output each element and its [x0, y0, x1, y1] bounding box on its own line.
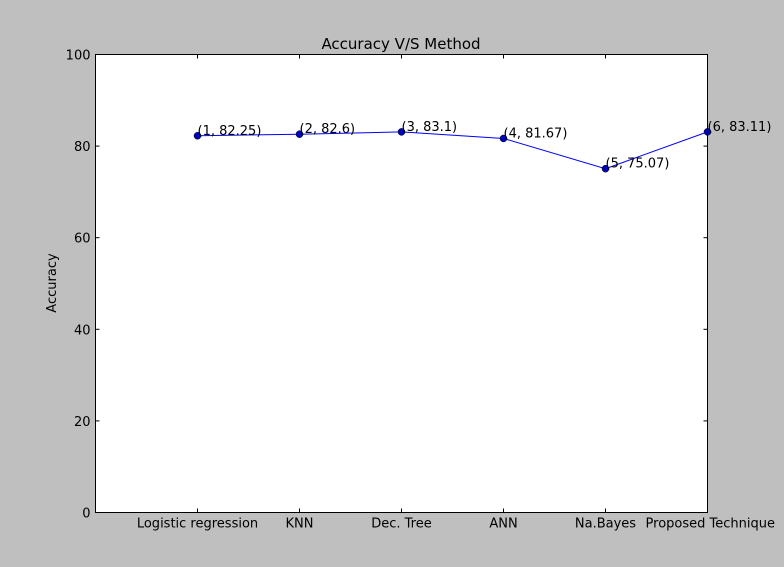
y-tick-label: 60	[74, 232, 91, 247]
y-tick-label: 0	[82, 507, 90, 522]
x-tick-label: KNN	[286, 517, 314, 532]
data-point-label: (6, 83.11)	[708, 120, 772, 135]
data-point-label: (1, 82.25)	[198, 124, 262, 139]
series-layer	[193, 128, 712, 173]
ticks-layer: 0 20 40 60 80 100 Logistic regression KNN Dec. T…	[66, 49, 775, 532]
y-tick-label: 80	[74, 140, 91, 155]
x-tick-label: Na.Bayes	[575, 517, 636, 532]
data-point	[601, 164, 610, 173]
plot-frame	[95, 54, 708, 513]
x-tick-label: ANN	[489, 517, 517, 532]
data-point-label: (3, 83.1)	[402, 120, 458, 135]
y-tick-label: 100	[66, 49, 91, 64]
data-point	[193, 132, 202, 140]
data-point-label: (4, 81.67)	[504, 126, 568, 141]
x-tick-label: Logistic regression	[137, 517, 258, 532]
data-point	[499, 134, 508, 143]
x-tick-label: Dec. Tree	[371, 517, 432, 532]
data-point-label: (2, 82.6)	[300, 122, 356, 137]
data-point	[397, 128, 406, 136]
labels-layer: (1, 82.25) (2, 82.6) (3, 83.1) (4, 81.67) (5…	[198, 120, 772, 172]
y-axis-label: Accuracy	[45, 253, 60, 313]
x-tick-label: Proposed Technique	[646, 517, 775, 532]
y-tick-label: 20	[74, 415, 91, 430]
data-point	[295, 130, 304, 138]
data-point-label: (5, 75.07)	[606, 157, 670, 172]
chart-title: Accuracy V/S Method	[321, 35, 480, 53]
y-tick-label: 40	[74, 323, 91, 338]
series-line	[197, 131, 708, 170]
